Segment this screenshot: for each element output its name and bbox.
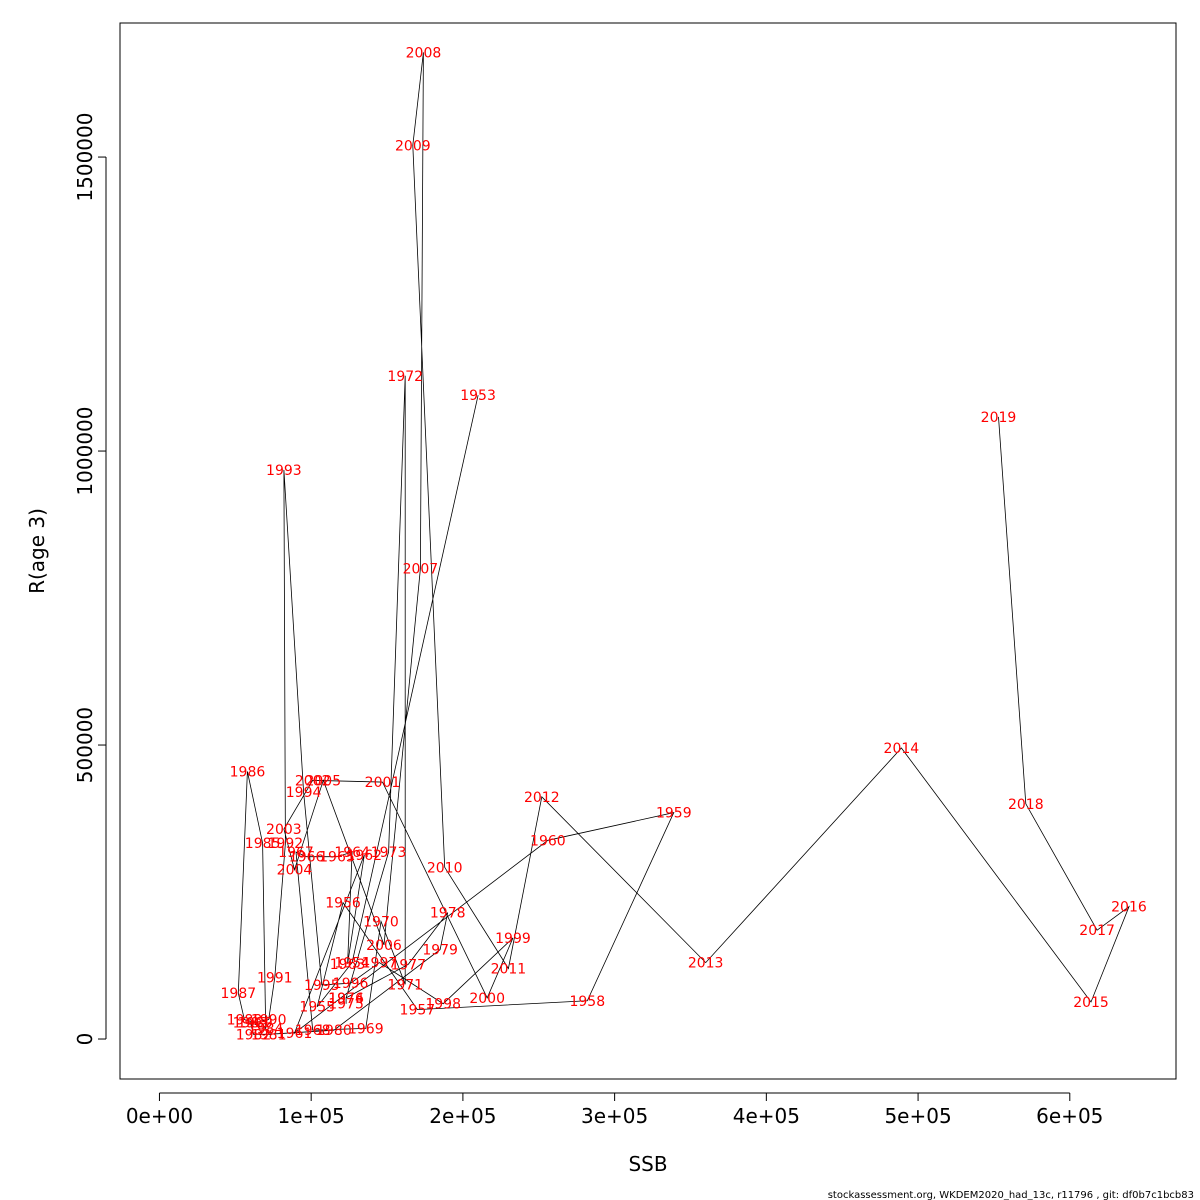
x-tick-label: 6e+05 [1036,1104,1103,1128]
year-label-2007: 2007 [403,562,439,578]
year-label-2011: 2011 [491,961,527,977]
year-label-2015: 2015 [1073,995,1109,1011]
year-label-1991: 1991 [257,970,293,986]
year-label-1964: 1964 [334,845,370,861]
year-label-1996: 1996 [333,976,369,992]
year-label-1971: 1971 [387,977,423,993]
y-tick-label: 500000 [73,707,97,783]
year-label-1966: 1966 [289,850,325,866]
year-label-1983: 1983 [233,1016,269,1032]
year-label-1953: 1953 [460,388,496,404]
x-tick-label: 0e+00 [126,1104,193,1128]
year-label-2002: 2002 [295,773,331,789]
year-label-1979: 1979 [422,943,458,959]
year-label-1970: 1970 [363,914,399,930]
year-label-1995: 1995 [304,978,340,994]
year-label-2004: 2004 [277,863,313,879]
year-labels: 1953 1954 1955 1956 1957 1958 1959 1960 1961 1962… [221,45,1147,1043]
y-tick-label: 1500000 [73,113,97,202]
year-label-1969: 1969 [348,1021,384,1037]
year-label-1986: 1986 [230,764,266,780]
year-label-1961: 1961 [277,1026,313,1042]
year-label-1994: 1994 [286,785,322,801]
year-label-1988: 1988 [227,1013,263,1029]
year-label-1965: 1965 [319,850,355,866]
year-label-1998: 1998 [425,997,461,1013]
footer-text: stockassessment.org, WKDEM2020_had_13c, … [828,1190,1194,1200]
year-label-1978: 1978 [430,906,466,922]
year-label-1957: 1957 [400,1003,436,1019]
year-label-1959: 1959 [656,806,692,822]
year-label-1972: 1972 [387,369,423,385]
year-label-2000: 2000 [469,991,505,1007]
year-label-1985: 1985 [245,836,281,852]
x-axis: 0e+00 1e+05 2e+05 3e+05 4e+05 5e+05 6e+05 [126,1092,1103,1128]
year-label-1984: 1984 [248,1021,284,1037]
x-tick-label: 1e+05 [278,1104,345,1128]
year-label-1980: 1980 [316,1023,352,1039]
year-label-1992: 1992 [268,836,304,852]
year-label-1955: 1955 [299,1000,335,1016]
plot-frame [119,22,1177,1080]
year-label-2009: 2009 [395,138,431,154]
year-label-1999: 1999 [495,931,531,947]
year-label-1993: 1993 [266,463,302,479]
y-axis-title: R(age 3) [25,508,49,594]
year-label-2010: 2010 [427,860,463,876]
year-label-1977: 1977 [390,957,426,973]
year-label-1973: 1973 [371,845,407,861]
x-tick-label: 3e+05 [581,1104,648,1128]
year-label-1982: 1982 [236,1027,272,1043]
year-label-1954: 1954 [334,956,370,972]
year-label-2006: 2006 [366,938,402,954]
year-label-1989: 1989 [237,1016,273,1032]
y-tick-label: 1000000 [73,407,97,496]
year-label-1963: 1963 [330,957,366,973]
year-label-1958: 1958 [569,994,605,1010]
year-label-2018: 2018 [1008,797,1044,813]
year-label-1967: 1967 [278,845,314,861]
sr-trajectory-line [237,52,1130,1035]
year-label-1981: 1981 [251,1027,287,1043]
year-label-2014: 2014 [884,741,920,757]
y-tick-label: 0 [73,1033,97,1046]
year-label-1956: 1956 [325,896,361,912]
x-tick-label: 5e+05 [884,1104,951,1128]
year-label-1974: 1974 [328,991,364,1007]
year-label-1968: 1968 [295,1023,331,1039]
year-label-2017: 2017 [1079,923,1115,939]
year-label-2005: 2005 [305,773,341,789]
x-tick-label: 2e+05 [429,1104,496,1128]
year-label-1990: 1990 [251,1013,287,1029]
year-label-1976: 1976 [328,991,364,1007]
y-axis: 0 500000 1000000 1500000 [73,113,107,1046]
year-label-2003: 2003 [266,822,302,838]
x-axis-title: SSB [628,1152,667,1176]
year-label-2008: 2008 [406,45,442,61]
year-label-1960: 1960 [530,833,566,849]
year-label-2013: 2013 [688,956,724,972]
year-label-1987: 1987 [221,986,257,1002]
year-label-1975: 1975 [328,997,364,1013]
x-tick-label: 4e+05 [733,1104,800,1128]
year-label-1997: 1997 [362,956,398,972]
year-label-2016: 2016 [1111,900,1147,916]
year-label-2019: 2019 [981,410,1017,426]
year-label-2012: 2012 [524,790,560,806]
year-label-2001: 2001 [365,775,401,791]
year-label-1962: 1962 [346,848,382,864]
